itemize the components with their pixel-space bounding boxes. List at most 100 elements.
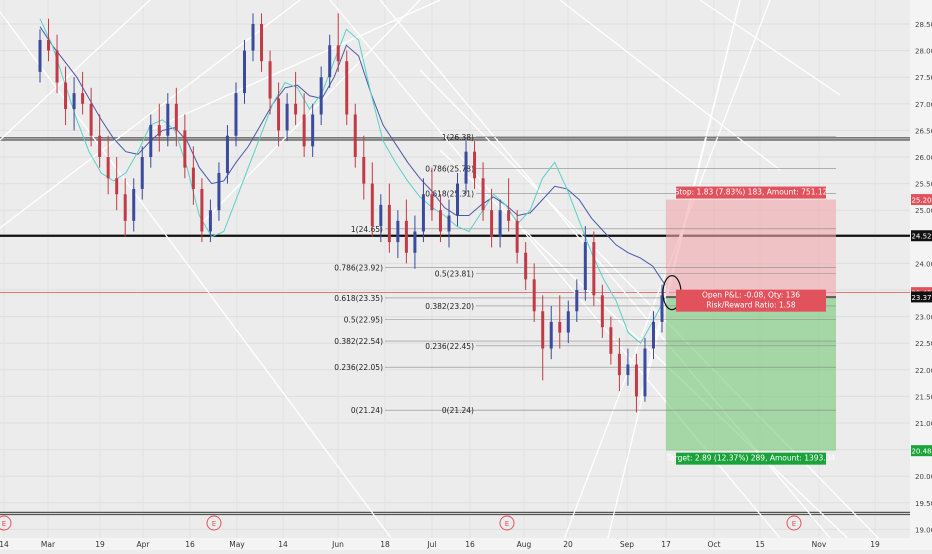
candle-body — [362, 157, 366, 184]
x-tick-label: Oct — [708, 540, 721, 549]
earnings-marker-icon — [786, 515, 802, 531]
candle-body — [404, 220, 408, 253]
fib-left-label: 0.5(22.95) — [344, 315, 383, 324]
y-tick-label: 19.50 — [915, 500, 932, 508]
candle-body — [64, 82, 68, 110]
earnings-marker-icon — [206, 515, 222, 531]
candle-body — [660, 295, 664, 322]
x-tick-label: Jul — [426, 540, 436, 549]
candle-body — [643, 348, 647, 397]
x-tick-label: 20 — [563, 540, 573, 549]
fib-right-label: 0(21.24) — [442, 406, 474, 415]
candle-body — [490, 210, 494, 237]
trend-line — [699, 0, 841, 96]
y-tick-label: 22.00 — [915, 367, 932, 375]
candle-body — [115, 178, 119, 195]
candle-body — [413, 231, 417, 253]
stop-label-text: Stop: 1.83 (7.83%) 183, Amount: 751.12 — [675, 188, 828, 197]
candle-body — [430, 194, 434, 211]
price-badge-bg — [911, 291, 932, 303]
stop-loss-zone — [666, 199, 836, 297]
y-tick-label: 28.50 — [915, 21, 932, 29]
position-labels: Stop: 1.83 (7.83%) 183, Amount: 751.12 Op… — [662, 186, 836, 465]
candle-body — [421, 194, 425, 232]
candle-body — [277, 98, 281, 131]
fib-right-label: 0.5(23.81) — [435, 270, 474, 279]
price-badge-text: 20.48 — [911, 448, 931, 456]
price-badge-text: 25.20 — [911, 197, 931, 205]
candle-body — [634, 364, 638, 397]
candle-body — [498, 210, 502, 237]
candle-body — [208, 210, 212, 232]
moving-average-line — [39, 18, 666, 344]
trend-line — [559, 0, 781, 171]
candle-body — [319, 77, 323, 115]
candle-body — [311, 114, 315, 147]
candle-body — [242, 50, 246, 94]
fib-right-label: 1(26.38) — [442, 133, 474, 142]
candle-body — [592, 242, 596, 296]
y-tick-label: 24.00 — [915, 260, 932, 268]
fib-left-label: 0(21.24) — [351, 406, 383, 415]
y-tick-label: 22.50 — [915, 340, 932, 348]
candle-body — [541, 311, 545, 349]
candle-body — [651, 321, 655, 349]
fib-left-label: 0.382(22.54) — [334, 337, 383, 346]
candle-body — [225, 135, 229, 173]
x-tick-label: May — [229, 540, 245, 549]
candle-body — [549, 321, 553, 349]
target-label-bg — [676, 452, 826, 465]
candle-body — [200, 188, 204, 232]
earnings-marker-letter: E — [792, 520, 796, 528]
stop-label: Stop: 1.83 (7.83%) 183, Amount: 751.12 — [675, 186, 828, 199]
target-label-text: Target: 2.89 (12.37%) 289, Amount: 1393.… — [666, 454, 836, 463]
y-tick-label: 25.00 — [915, 207, 932, 215]
candle-body — [72, 93, 76, 110]
trend-line — [0, 0, 151, 141]
stop-label-bg — [676, 186, 826, 199]
candle-body — [149, 125, 153, 157]
candle-body — [600, 295, 604, 328]
x-axis-band — [0, 538, 932, 550]
pnl-label-bg — [676, 289, 826, 312]
candle-body — [268, 61, 272, 99]
price-badge-bg — [911, 194, 932, 206]
fib-right-label: 0.786(25.78) — [425, 165, 474, 174]
earnings-marker-icon — [0, 515, 12, 531]
candle-body — [132, 188, 136, 221]
y-tick-label: 19.00 — [915, 526, 932, 534]
candle-body — [438, 210, 442, 232]
target-label: Target: 2.89 (12.37%) 289, Amount: 1393.… — [666, 452, 836, 465]
candle-body — [234, 93, 238, 136]
candle-body — [81, 93, 85, 104]
candle-body — [387, 204, 391, 243]
fib-left-label: 0.236(22.05) — [334, 363, 383, 372]
x-tick-label: Nov — [812, 540, 827, 549]
fib-left-label: 0.618(23.35) — [334, 294, 383, 303]
x-axis: 14 Mar 19 Apr 16 May 14 Jun 18 Jul 16 Aug 20 Sep 17 Oct… — [0, 538, 932, 550]
earnings-marker-letter: E — [212, 520, 216, 528]
candle-body — [302, 114, 306, 147]
candle-body — [379, 204, 383, 227]
candle-body — [609, 327, 613, 354]
candle-body — [456, 183, 460, 216]
candlesticks — [38, 13, 664, 413]
candle-body — [55, 50, 59, 83]
candle-body — [558, 321, 562, 333]
fib-right-label: 0.236(22.45) — [425, 342, 474, 351]
candle-body — [481, 178, 485, 211]
candle-body — [336, 45, 340, 62]
candle-body — [106, 157, 110, 179]
candle-body — [140, 157, 144, 189]
y-tick-label: 23.00 — [915, 314, 932, 322]
candle-body — [353, 114, 357, 157]
candle-body — [396, 220, 400, 243]
x-tick-label: Mar — [41, 540, 56, 549]
x-tick-label: 14 — [0, 540, 9, 549]
y-tick-label: 26.50 — [915, 127, 932, 135]
y-tick-label: 25.50 — [915, 181, 932, 189]
price-badge-bg — [911, 230, 932, 242]
